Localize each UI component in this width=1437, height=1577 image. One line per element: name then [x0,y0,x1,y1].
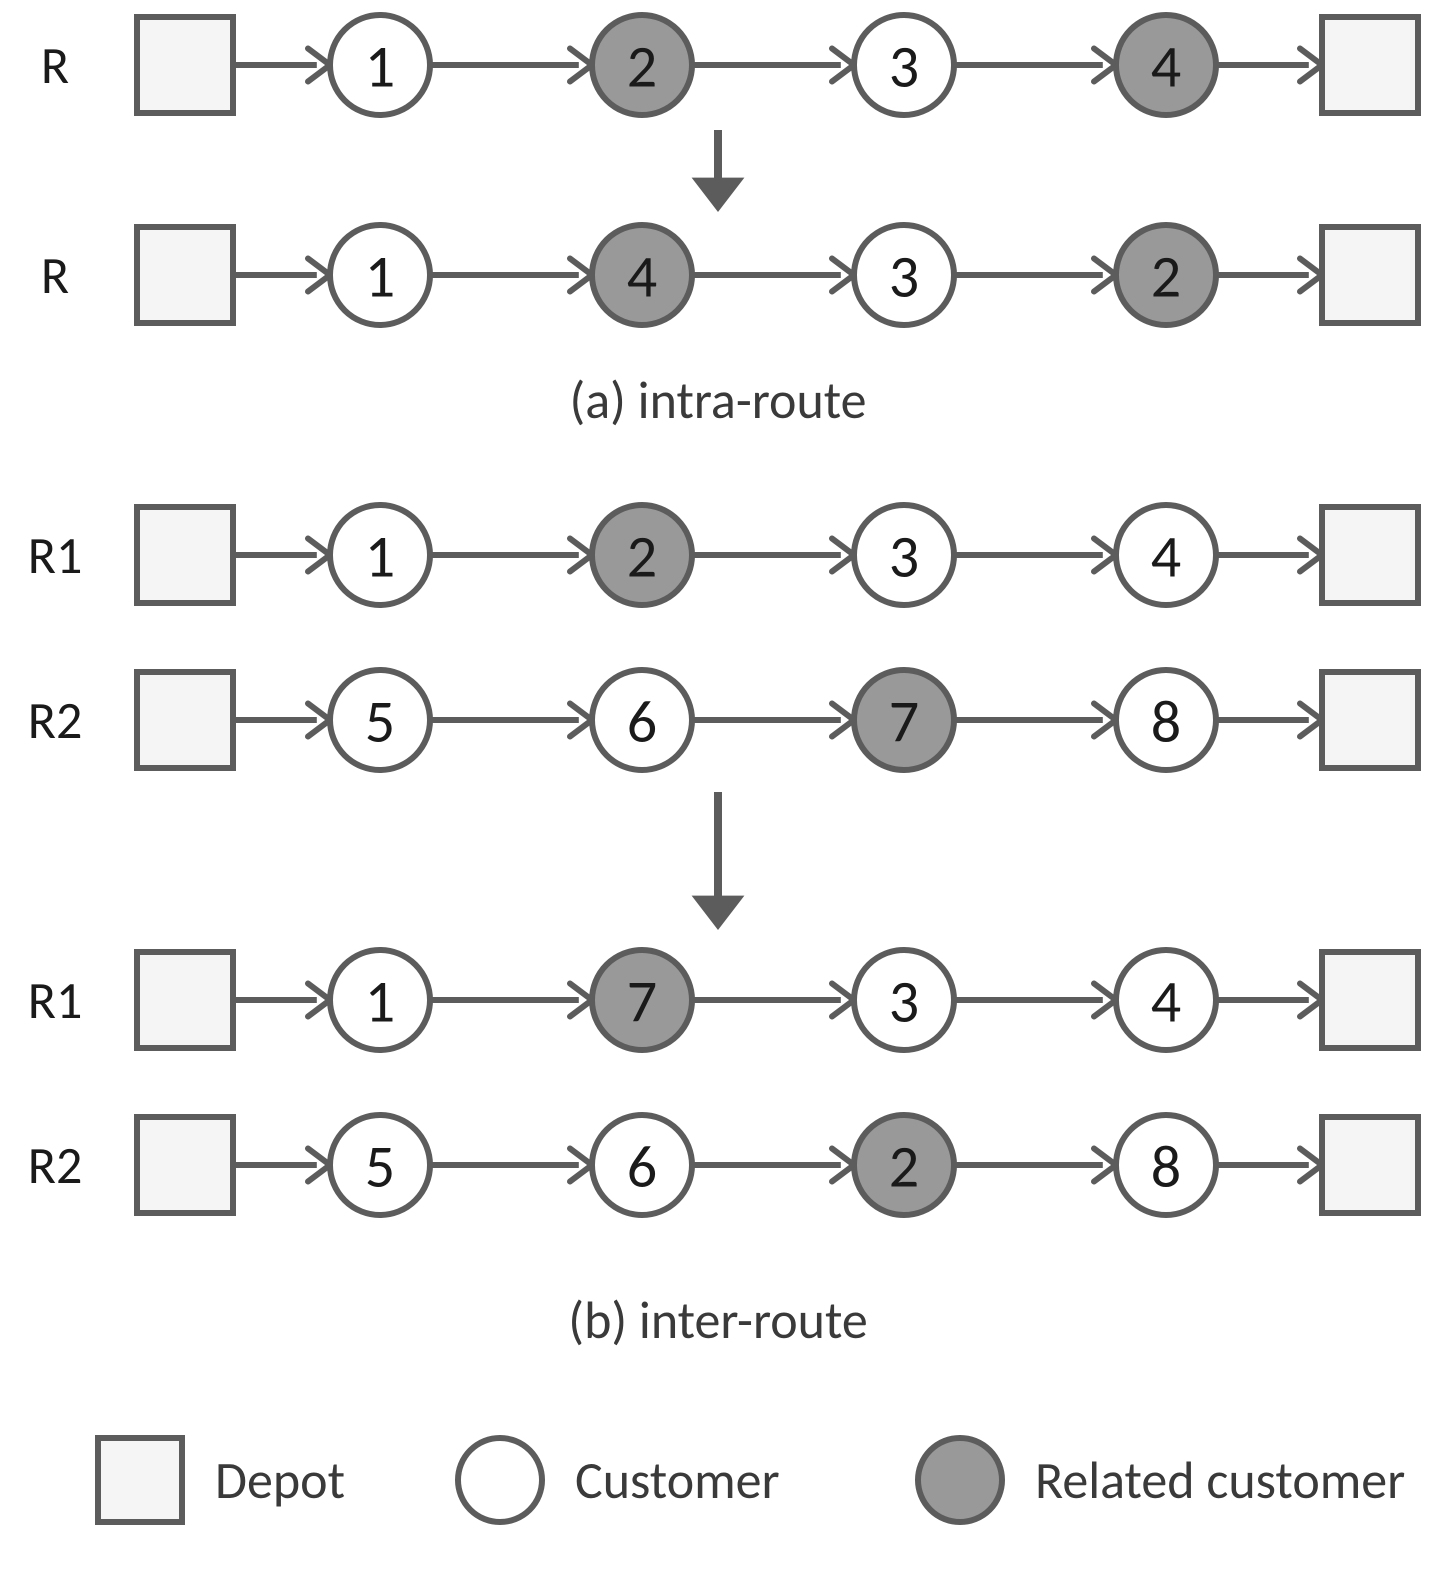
customer-node-label: 1 [365,241,395,314]
customer-node-label: 1 [365,31,395,104]
customer-node-label: 5 [365,686,395,759]
row-label-a_before: R [41,33,69,97]
depot-start-b_r2_before [137,672,233,768]
transition-arrowhead [692,896,745,930]
depot-end-a_before [1322,17,1418,113]
row-label-a_after: R [41,243,69,307]
customer-node-label: 3 [889,31,919,104]
depot-start-b_r1_after [137,952,233,1048]
related-customer-node-label: 4 [627,241,657,314]
related-customer-node-label: 2 [627,31,657,104]
customer-node-label: 4 [1151,966,1181,1039]
caption-b: (b) inter-route [568,1288,867,1352]
customer-node-label: 1 [365,521,395,594]
customer-node-label: 8 [1151,1131,1181,1204]
route-swap-diagram: R1234R1432R11234R25678R11734R25628(a) in… [0,0,1437,1577]
transition-arrowhead [692,178,745,212]
depot-end-a_after [1322,227,1418,323]
legend-customer-icon [458,1438,542,1522]
related-customer-node-label: 2 [889,1131,919,1204]
related-customer-node-label: 4 [1151,31,1181,104]
related-customer-node-label: 2 [627,521,657,594]
legend-label-customer: Customer [575,1448,780,1512]
legend-label-related: Related customer [1035,1448,1405,1512]
row-label-b_r2_after: R2 [28,1133,83,1197]
depot-start-a_after [137,227,233,323]
customer-node-label: 6 [627,686,657,759]
legend-related-icon [918,1438,1002,1522]
depot-end-b_r1_after [1322,952,1418,1048]
customer-node-label: 3 [889,966,919,1039]
depot-start-a_before [137,17,233,113]
depot-start-b_r1_before [137,507,233,603]
related-customer-node-label: 2 [1151,241,1181,314]
depot-start-b_r2_after [137,1117,233,1213]
legend-label-depot: Depot [215,1448,345,1512]
caption-a: (a) intra-route [569,368,866,432]
legend-depot-icon [98,1438,182,1522]
customer-node-label: 3 [889,241,919,314]
customer-node-label: 5 [365,1131,395,1204]
row-label-b_r1_before: R1 [28,523,83,587]
related-customer-node-label: 7 [889,686,919,759]
customer-node-label: 3 [889,521,919,594]
row-label-b_r1_after: R1 [28,968,83,1032]
depot-end-b_r2_before [1322,672,1418,768]
customer-node-label: 4 [1151,521,1181,594]
customer-node-label: 8 [1151,686,1181,759]
row-label-b_r2_before: R2 [28,688,83,752]
depot-end-b_r1_before [1322,507,1418,603]
customer-node-label: 6 [627,1131,657,1204]
customer-node-label: 1 [365,966,395,1039]
related-customer-node-label: 7 [627,966,657,1039]
depot-end-b_r2_after [1322,1117,1418,1213]
